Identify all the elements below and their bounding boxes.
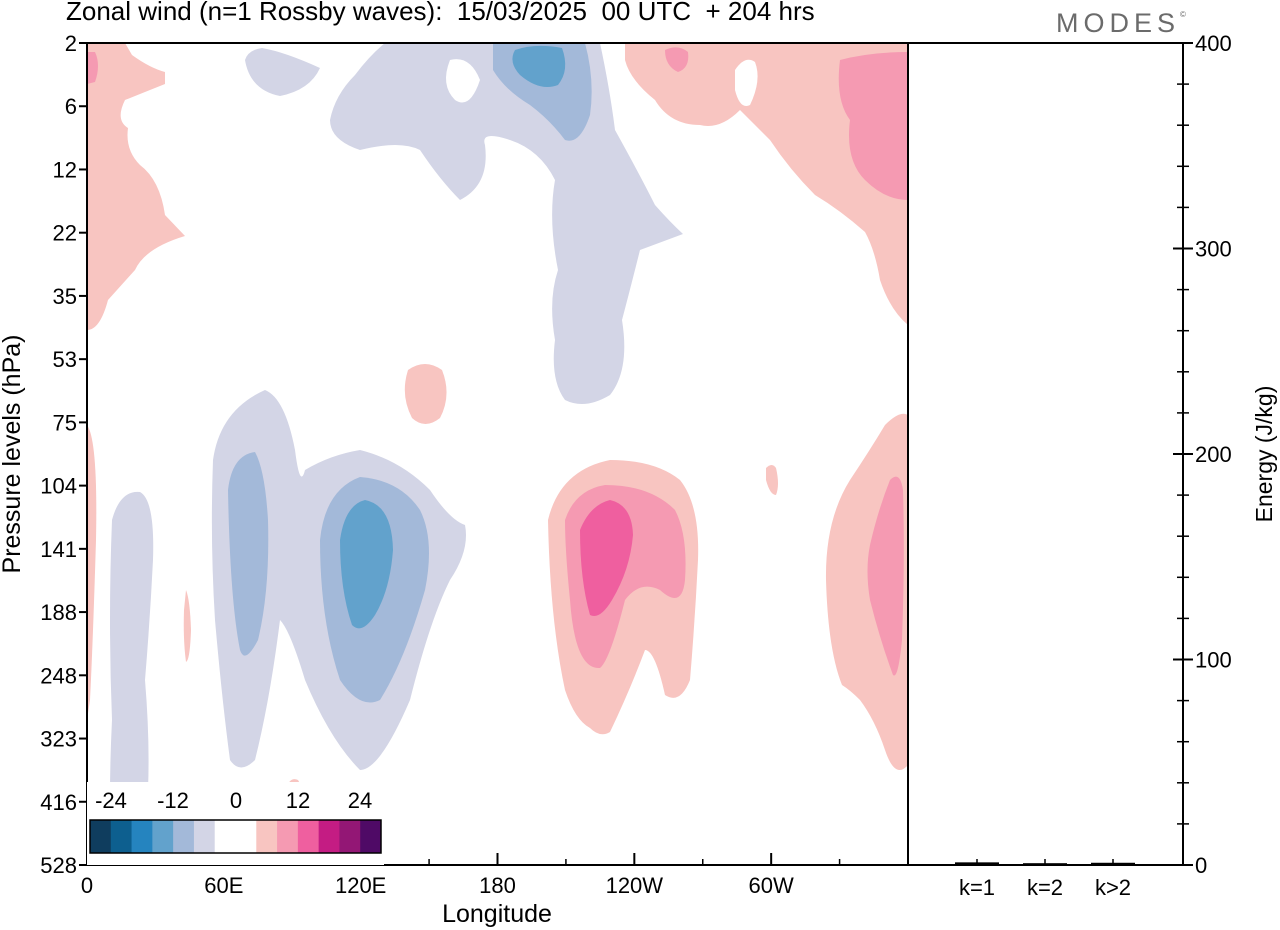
colorbar-labels: -24 -12 0 12 24 [95, 788, 372, 813]
colorbar-swatch-6 [214, 820, 236, 853]
x-tick-label-0: 0 [81, 873, 93, 898]
colorbar-label-3: 12 [286, 788, 310, 813]
plot-frame [86, 42, 909, 866]
y-tick-label-9: 188 [40, 600, 77, 625]
y-tick-label-1: 6 [65, 94, 77, 119]
y-tick-label-11: 323 [40, 727, 77, 752]
contour-negative-lower-left [110, 491, 154, 865]
x-axis-label: Longitude [442, 900, 552, 928]
y-tick-label-3: 22 [53, 221, 77, 246]
contour-field [87, 43, 908, 865]
y-tick-label-13: 528 [40, 853, 77, 878]
energy-tick-label-2: 200 [1195, 442, 1232, 467]
contour-negative-upper-main [330, 43, 683, 404]
colorbar-swatch-13 [360, 820, 382, 853]
y-axis-label: Pressure levels (hPa) [0, 335, 26, 574]
contour-white-hole-1 [446, 59, 480, 103]
energy-bars: k=1 k=2 k>2 [955, 859, 1135, 900]
colorbar-label-4: 24 [348, 788, 372, 813]
brand-mark: © [1180, 10, 1186, 19]
contour-positive-right-upper-dot [665, 47, 689, 72]
colorbar-label-1: -12 [157, 788, 189, 813]
x-tick-label-1: 60E [204, 873, 243, 898]
brand-name: MODES [1056, 8, 1181, 38]
colorbar-swatch-8 [256, 820, 278, 853]
energy-tick-label-1: 100 [1195, 648, 1232, 673]
y-tick-label-5: 53 [53, 347, 77, 372]
y-tick-label-7: 104 [40, 474, 77, 499]
colorbar-swatches [89, 819, 382, 854]
y-tick-label-8: 141 [40, 537, 77, 562]
colorbar-swatch-11 [318, 820, 340, 853]
contour-negative-upper-level3 [512, 45, 566, 88]
colorbar-swatch-2 [131, 820, 153, 853]
energy-panel [908, 42, 1184, 866]
colorbar-swatch-4 [173, 820, 195, 853]
x-tick-label-4: 120W [606, 873, 664, 898]
y-tick-label-4: 35 [53, 284, 77, 309]
colorbar-frame [89, 819, 382, 854]
colorbar-swatch-9 [277, 820, 299, 853]
chart-title: Zonal wind (n=1 Rossby waves): 15/03/202… [66, 0, 815, 26]
energy-tick-label-0: 0 [1195, 853, 1207, 878]
energy-category-label-0: k=1 [959, 875, 995, 900]
brand-logo: MODES© [1056, 8, 1186, 39]
colorbar-swatch-1 [110, 820, 132, 853]
contour-positive-blob-mid [404, 364, 447, 424]
energy-category-label-2: k>2 [1095, 875, 1131, 900]
colorbar-swatch-3 [152, 820, 174, 853]
contour-positive-right-lower-level2 [867, 476, 904, 676]
contour-positive-right-upper-level2 [838, 52, 908, 200]
x-tick-label-2: 120E [335, 873, 386, 898]
contour-negative-lower-level3 [340, 500, 393, 629]
colorbar-swatch-7 [235, 820, 257, 853]
energy-axis: 0 100 200 300 400 [1173, 31, 1232, 878]
x-axis: 0 60E 120E 180 120W 60W [81, 853, 841, 898]
contour-positive-lower-speck [766, 465, 778, 495]
y-tick-label-12: 416 [40, 790, 77, 815]
contour-positive-lower-left-strip [87, 425, 97, 720]
colorbar-swatch-0 [90, 820, 112, 853]
x-tick-label-3: 180 [479, 873, 516, 898]
contour-positive-left-upper [87, 43, 185, 330]
energy-tick-label-4: 400 [1195, 31, 1232, 56]
energy-tick-label-3: 300 [1195, 237, 1232, 262]
colorbar-label-2: 0 [230, 788, 242, 813]
colorbar-swatch-12 [339, 820, 361, 853]
colorbar-label-0: -24 [95, 788, 127, 813]
y-tick-label-10: 248 [40, 663, 77, 688]
contour-positive-right-upper [625, 43, 908, 325]
contour-positive-left-upper-core [87, 52, 98, 84]
x-tick-label-5: 60W [749, 873, 794, 898]
y-tick-label-6: 75 [53, 410, 77, 435]
contour-positive-lower-level3 [580, 500, 633, 616]
y-axis: 2 6 12 22 35 53 75 104 141 188 248 323 416 528 [40, 31, 87, 878]
contour-white-hole-2 [735, 59, 758, 106]
contour-negative-upper-broad [245, 48, 320, 96]
colorbar-swatch-10 [297, 820, 320, 853]
energy-category-label-1: k=2 [1027, 875, 1063, 900]
y-tick-label-2: 12 [53, 157, 77, 182]
energy-axis-label: Energy (J/kg) [1251, 386, 1277, 523]
colorbar-legend: -24 -12 0 12 24 [87, 782, 384, 865]
colorbar-swatch-5 [193, 820, 216, 853]
contour-positive-sliver [183, 590, 191, 662]
y-tick-label-0: 2 [65, 31, 77, 56]
contour-negative-lower-level2-a [228, 452, 269, 656]
